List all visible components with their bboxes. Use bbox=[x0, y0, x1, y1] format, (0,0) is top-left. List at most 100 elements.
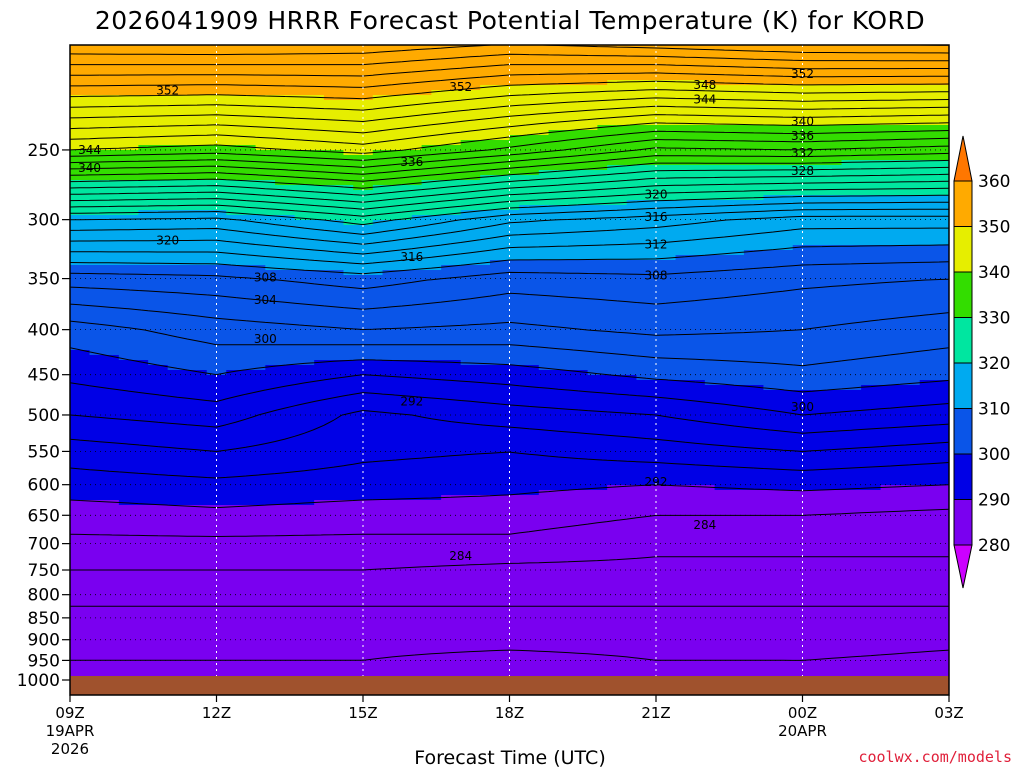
y-tick-label: 350 bbox=[28, 270, 60, 290]
contour-fill-cell bbox=[70, 45, 949, 51]
contour-fill-cell bbox=[538, 170, 949, 176]
contour-fill-cell bbox=[763, 195, 949, 201]
contour-line-296 bbox=[70, 392, 949, 434]
contour-fill-cell bbox=[70, 425, 949, 431]
contour-line-306 bbox=[70, 278, 949, 310]
contour-fill-cell bbox=[70, 525, 949, 531]
contour-line-330 bbox=[70, 159, 949, 189]
contour-label: 344 bbox=[78, 143, 101, 157]
contour-fill-cell bbox=[70, 545, 949, 551]
contour-fill-cell bbox=[70, 520, 949, 526]
colorbar-label: 280 bbox=[978, 536, 1010, 556]
contour-fill-cell bbox=[226, 210, 462, 216]
contour-fill-cell bbox=[411, 215, 949, 221]
contour-fill-cell bbox=[587, 370, 949, 376]
contour-fill-cell bbox=[70, 285, 949, 291]
contour-line-328 bbox=[70, 166, 949, 196]
contour-label: 336 bbox=[400, 155, 423, 169]
contour-line-308 bbox=[70, 261, 949, 290]
contour-fill-cell bbox=[70, 170, 540, 176]
contour-fill-cell bbox=[70, 665, 949, 671]
contour-fill-cell bbox=[70, 305, 949, 311]
contour-fill-cell bbox=[70, 330, 949, 336]
contour-fill-cell bbox=[70, 75, 949, 81]
contour-label: 300 bbox=[791, 400, 814, 414]
contour-fill-cell bbox=[138, 210, 227, 216]
contour-fill-cell bbox=[70, 575, 949, 581]
contour-fill-cell bbox=[70, 60, 949, 66]
contour-fill-cell bbox=[489, 260, 949, 266]
contour-fill-cell bbox=[70, 65, 949, 71]
colorbar-box bbox=[953, 226, 973, 273]
contour-fill-cell bbox=[343, 220, 374, 226]
contour-fill-cell bbox=[70, 280, 949, 286]
colorbar-high-triangle bbox=[953, 135, 973, 182]
y-tick-label: 400 bbox=[28, 321, 60, 341]
contour-fill-cell bbox=[460, 210, 949, 216]
contour-fill-cell bbox=[70, 400, 949, 406]
contour-label: 352 bbox=[791, 67, 814, 81]
contour-label: 300 bbox=[254, 332, 277, 346]
contour-fill-cell bbox=[382, 270, 949, 276]
contour-line-354 bbox=[70, 64, 949, 77]
colorbar-label: 340 bbox=[978, 263, 1010, 283]
contour-fill-cell bbox=[792, 245, 949, 251]
contour-fill-cell bbox=[70, 275, 949, 281]
contour-line-338 bbox=[70, 130, 949, 161]
contour-fill-cell bbox=[70, 315, 949, 321]
y-tick-label: 450 bbox=[28, 366, 60, 386]
contour-fill-cell bbox=[70, 395, 949, 401]
contour-fill-cell bbox=[70, 240, 949, 246]
chart-title: 2026041909 HRRR Forecast Potential Tempe… bbox=[95, 6, 925, 35]
colorbar-box bbox=[953, 362, 973, 409]
contour-fill-cell bbox=[70, 660, 949, 666]
contour-label: 308 bbox=[645, 268, 668, 282]
contour-fill-cell bbox=[714, 485, 882, 491]
contour-label: 352 bbox=[156, 83, 179, 97]
contour-line-336 bbox=[70, 137, 949, 168]
x-tick-label: 03Z bbox=[934, 704, 963, 722]
y-tick-label: 750 bbox=[28, 561, 60, 581]
contour-fill-cell bbox=[597, 125, 949, 131]
contour-fill-cell bbox=[255, 145, 423, 151]
contour-line-324 bbox=[70, 180, 949, 210]
contour-fill-cell bbox=[919, 380, 949, 386]
contour-labels: 352 3523523483443443403403363323283363203… bbox=[78, 67, 814, 563]
contour-fill-cell bbox=[70, 385, 765, 391]
y-tick-label: 950 bbox=[28, 651, 60, 671]
contour-fill-cell bbox=[70, 300, 949, 306]
contour-fill-cell bbox=[431, 90, 949, 96]
colorbar-label: 350 bbox=[978, 218, 1010, 238]
contour-fill-cell bbox=[70, 105, 949, 111]
x-tick-year: 2026 bbox=[51, 740, 89, 758]
contour-line-326 bbox=[70, 173, 949, 203]
contour-label: 292 bbox=[400, 395, 423, 409]
x-tick-date: 20APR bbox=[778, 722, 827, 740]
contour-label: 328 bbox=[791, 164, 814, 178]
y-axis: 2503003504004505005506006507007508008509… bbox=[17, 141, 70, 691]
contour-line-310 bbox=[70, 244, 949, 275]
contour-fill-cell bbox=[441, 495, 949, 501]
colorbar-label: 330 bbox=[978, 309, 1010, 329]
contour-fill-cell bbox=[70, 200, 628, 206]
x-axis-label: Forecast Time (UTC) bbox=[414, 747, 605, 768]
contour-line-318 bbox=[70, 201, 949, 235]
y-tick-label: 700 bbox=[28, 535, 60, 555]
contour-fill-cell bbox=[70, 640, 949, 646]
contour-fill-cell bbox=[70, 375, 638, 381]
contour-fill-cell bbox=[70, 90, 432, 96]
contour-fill-cell bbox=[763, 385, 862, 391]
contour-fill-cell bbox=[70, 670, 949, 676]
contour-fill-cell bbox=[70, 380, 706, 386]
contour-fill-cell bbox=[70, 255, 677, 261]
contour-line-290 bbox=[70, 484, 949, 509]
contour-fill-cell bbox=[70, 190, 949, 196]
contour-line-298 bbox=[70, 374, 949, 416]
contour-fill-cell bbox=[314, 500, 949, 506]
contour-fill-cell bbox=[70, 100, 949, 106]
contour-fill-cell bbox=[70, 420, 949, 426]
colorbar-label: 360 bbox=[978, 172, 1010, 192]
contour-line-294 bbox=[70, 410, 949, 452]
contour-label: 284 bbox=[449, 549, 472, 563]
